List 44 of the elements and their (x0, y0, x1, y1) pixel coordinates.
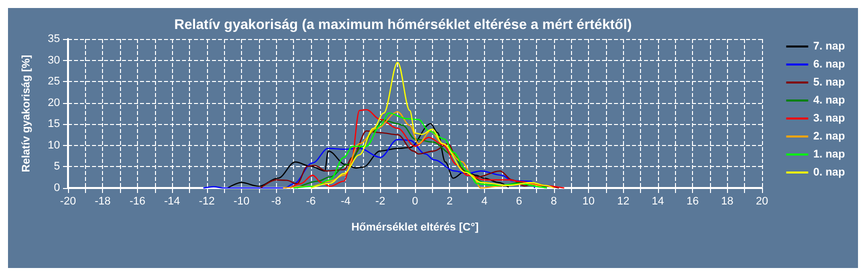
y-tick-label: 0 (54, 182, 60, 194)
legend-label: 1. nap (813, 148, 846, 160)
x-tick-label: 4 (481, 196, 488, 208)
x-axis-title: Hőmérséklet eltérés [C°] (351, 222, 479, 234)
line-series (260, 130, 560, 189)
x-tick-label: -6 (306, 196, 316, 208)
y-tick-label: 15 (48, 118, 60, 130)
x-tick-label: 8 (550, 196, 557, 208)
y-tick-label: 5 (54, 160, 60, 173)
x-tick-label: -4 (340, 196, 350, 208)
x-tick-label: 20 (756, 196, 768, 208)
x-tick-label: -2 (375, 196, 386, 208)
y-tick-label: 20 (48, 96, 60, 109)
x-tick-label: 12 (617, 196, 630, 208)
line-series (227, 123, 510, 189)
x-tick-label: -20 (60, 196, 76, 208)
legend-label: 7. nap (813, 40, 846, 52)
x-tick-label: 6 (516, 196, 522, 208)
x-tick-label: 10 (582, 196, 595, 208)
x-tick-label: 16 (686, 196, 699, 208)
x-tick-label: -14 (164, 196, 180, 208)
legend-label: 0. nap (813, 166, 846, 178)
x-tick-label: -8 (271, 196, 282, 208)
y-tick-label: 30 (48, 54, 60, 66)
legend-label: 5. nap (813, 76, 846, 88)
legend-label: 4. nap (813, 94, 846, 106)
x-tick-label: -18 (94, 196, 111, 208)
line-series (310, 62, 554, 189)
x-tick-label: -12 (198, 196, 215, 208)
y-tick-label: 35 (48, 33, 60, 45)
x-tick-label: 2 (446, 196, 453, 208)
y-tick-label: 10 (48, 139, 60, 152)
x-tick-label: -10 (234, 196, 250, 208)
y-tick-label: 25 (48, 76, 60, 88)
line-series (202, 138, 536, 189)
legend-label: 3. nap (813, 112, 846, 124)
x-tick-label: 0 (412, 196, 418, 208)
legend-label: 2. nap (813, 130, 846, 142)
x-tick-label: -16 (129, 196, 146, 208)
x-tick-label: 18 (721, 196, 734, 208)
x-tick-label: 14 (652, 196, 664, 208)
y-axis-title: Relatív gyakoriság [%] (20, 54, 32, 172)
chart-title: Relatív gyakoriság (a maximum hőmérséklet eltérése a mért értéktől) (174, 16, 632, 32)
legend-label: 6. nap (813, 58, 846, 70)
